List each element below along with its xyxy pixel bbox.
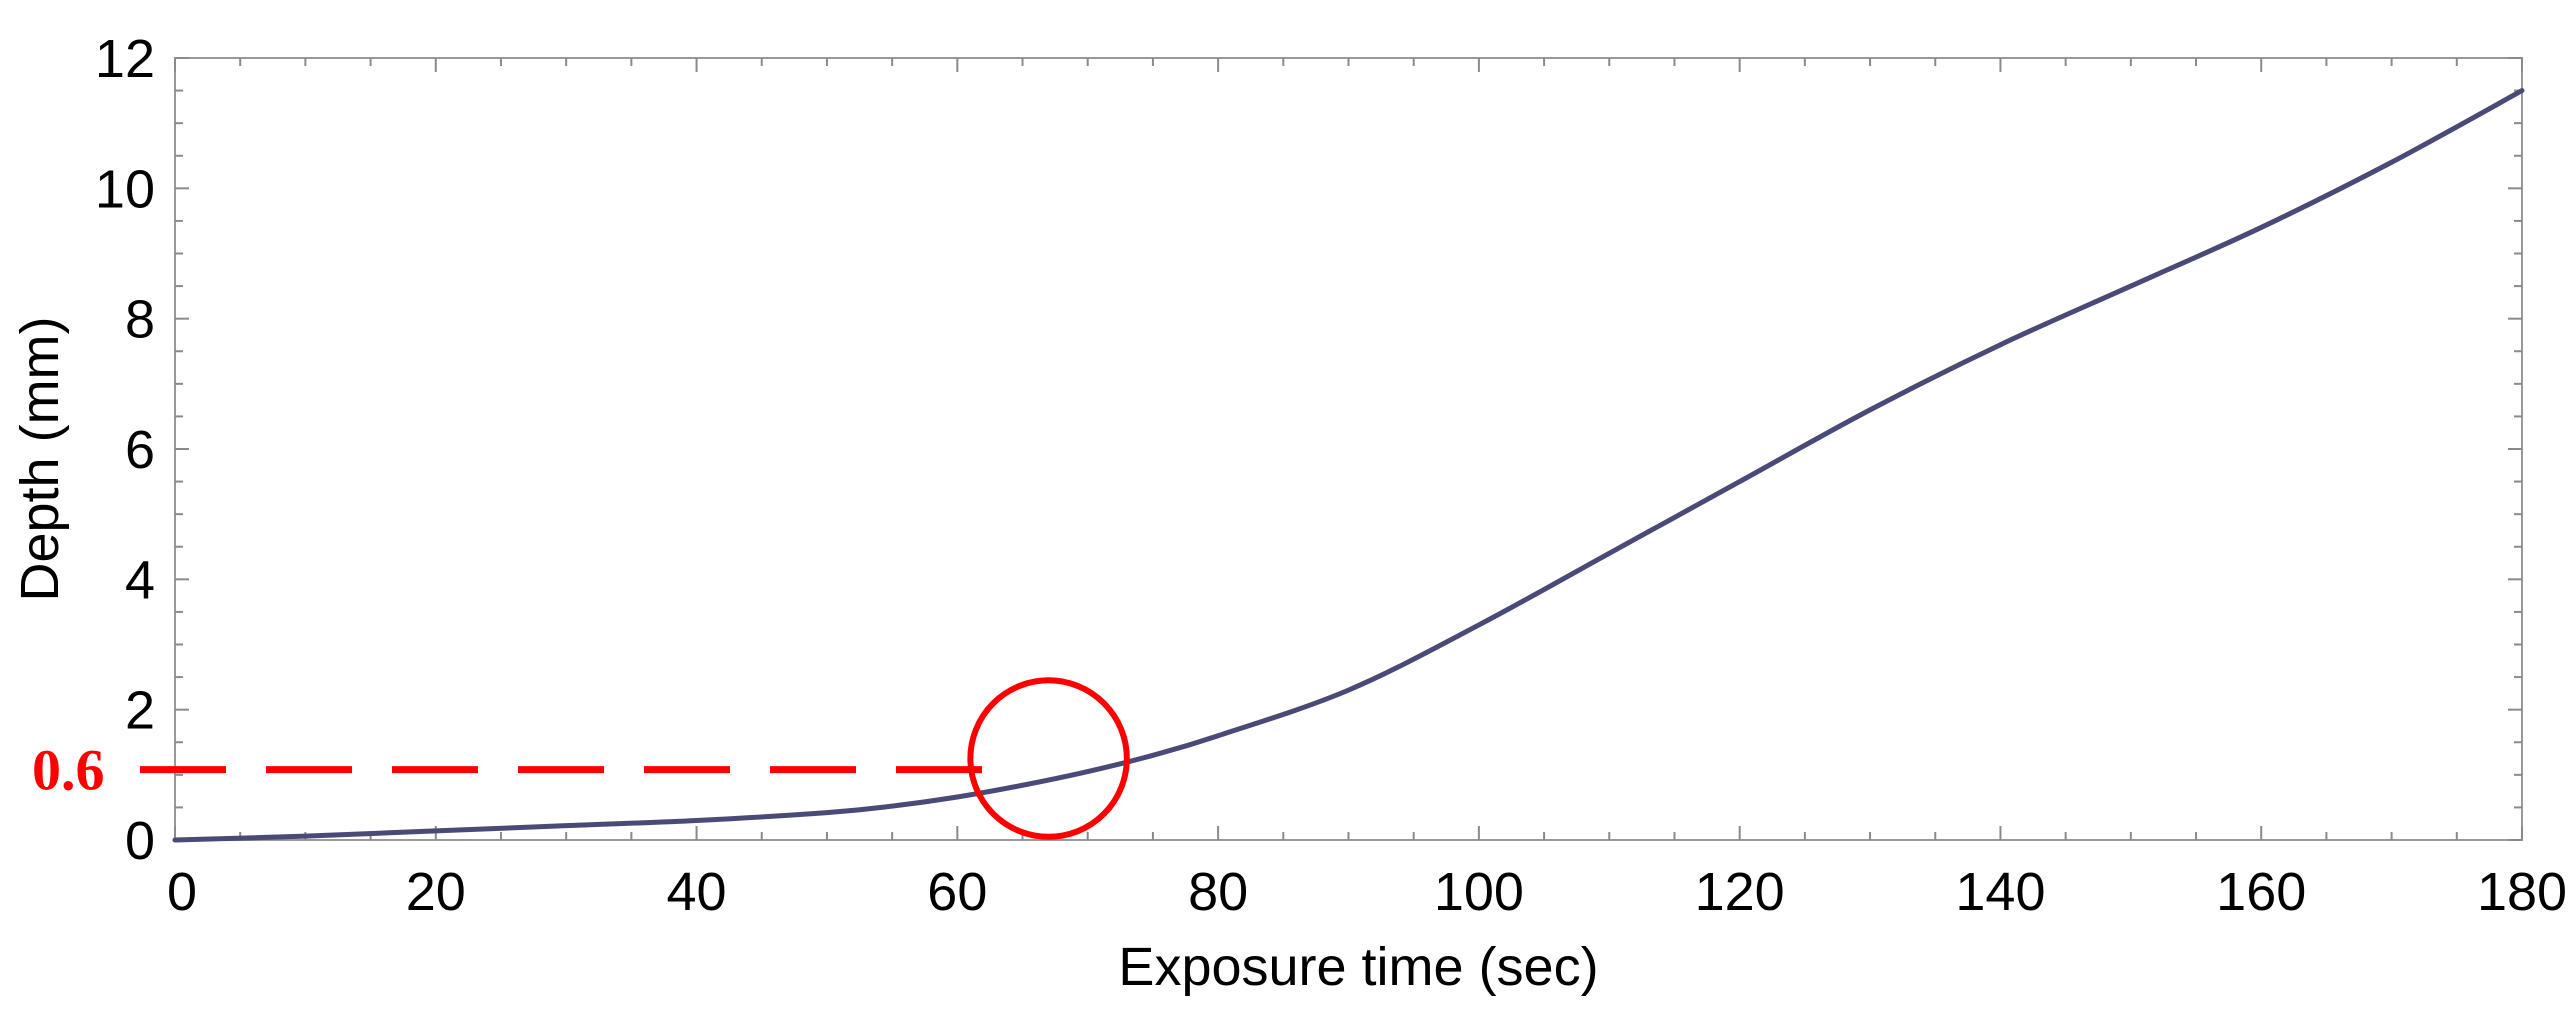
x-tick-label: 0	[167, 862, 197, 922]
series-layer	[172, 88, 2525, 843]
plot-frame	[174, 57, 2523, 841]
x-tick-label: 120	[1695, 862, 1785, 922]
highlight-circle	[967, 677, 1130, 840]
x-tick-labels: 0 20 40 60 80 100 120 140 160 180	[167, 862, 2567, 922]
x-axis-title: Exposure time (sec)	[1118, 937, 1598, 997]
y-tick-label: 0	[125, 811, 155, 871]
x-tick-label: 160	[2216, 862, 2306, 922]
x-tick-label: 140	[1955, 862, 2045, 922]
threshold-label: 0.6	[32, 738, 105, 803]
y-axis-title: Depth (mm)	[10, 316, 70, 601]
y-tick-labels: 0 2 4 6 8 10 12	[95, 29, 155, 871]
y-tick-label: 6	[125, 420, 155, 480]
series-line	[172, 88, 2525, 843]
x-tick-label: 180	[2477, 862, 2567, 922]
y-tick-label: 2	[125, 681, 155, 741]
y-tick-label: 12	[95, 29, 155, 89]
x-tick-label: 80	[1188, 862, 1248, 922]
x-tick-label: 40	[667, 862, 727, 922]
y-tick-label: 8	[125, 290, 155, 350]
x-tick-label: 20	[406, 862, 466, 922]
y-tick-label: 4	[125, 550, 155, 610]
minor-ticks	[174, 57, 2523, 841]
x-tick-label: 100	[1434, 862, 1524, 922]
x-tick-label: 60	[927, 862, 987, 922]
y-tick-label: 10	[95, 159, 155, 219]
annotation-layer: 0.6	[32, 677, 1130, 840]
